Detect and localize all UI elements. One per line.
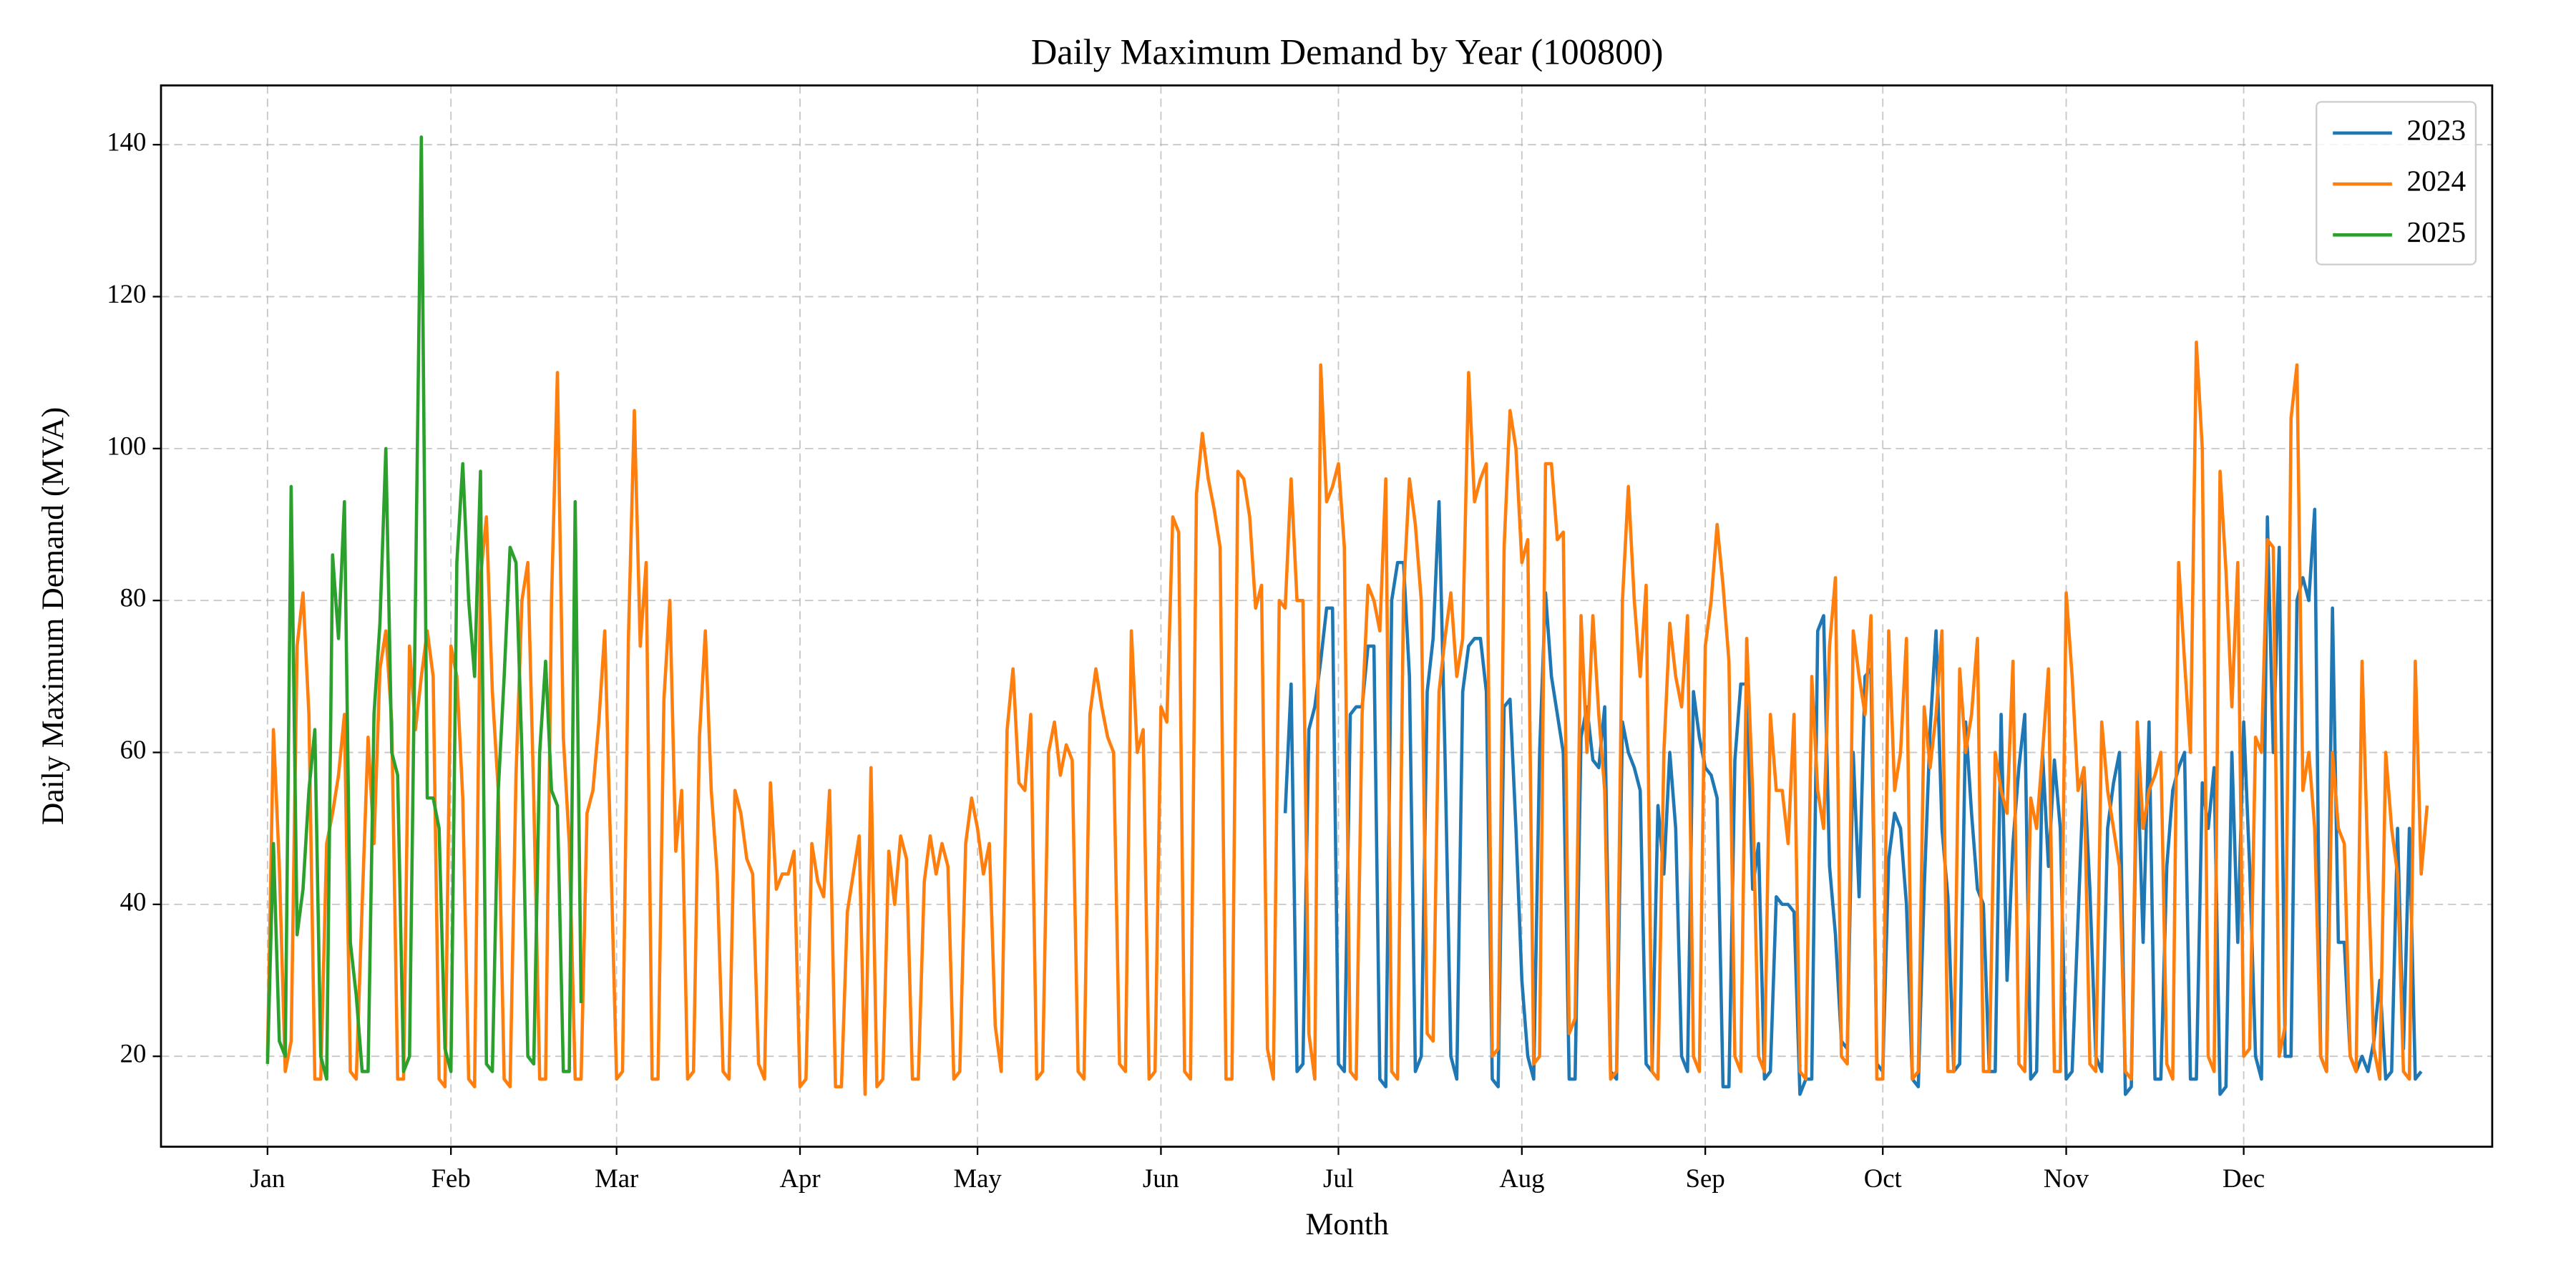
y-tick-label: 40: [120, 887, 147, 916]
plot-area: [265, 135, 2429, 1096]
y-tick-label: 120: [107, 279, 146, 308]
x-tick-label: Apr: [779, 1163, 820, 1193]
y-tick-label: 60: [120, 735, 147, 764]
y-tick-label: 100: [107, 431, 146, 460]
x-tick-label: Sep: [1686, 1163, 1725, 1193]
x-tick-label: May: [953, 1163, 1002, 1193]
series-line: [1283, 499, 2423, 1096]
ticks: 20 40 60 80 100 120 140 Jan Feb Mar Apr May Jun Jul Au…: [107, 127, 2265, 1194]
y-tick-label: 80: [120, 583, 147, 613]
y-axis-label: Daily Maximum Demand (MVA): [36, 407, 70, 825]
x-tick-label: Mar: [595, 1163, 638, 1193]
y-tick-label: 20: [120, 1039, 147, 1068]
legend-label: 2024: [2407, 165, 2467, 197]
grid: [161, 85, 2492, 1147]
legend: 2023 2024 2025: [2316, 101, 2477, 265]
legend-box: [2316, 101, 2477, 265]
series-line: [265, 340, 2429, 1096]
legend-label: 2025: [2407, 215, 2467, 248]
axes-frame: [160, 84, 2494, 1148]
series-line: [265, 135, 583, 1081]
x-tick-label: Jul: [1323, 1163, 1354, 1193]
y-tick-label: 140: [107, 127, 146, 157]
x-tick-label: Jun: [1143, 1163, 1179, 1193]
x-tick-label: Dec: [2223, 1163, 2265, 1193]
x-tick-label: Oct: [1864, 1163, 1902, 1193]
x-tick-label: Jan: [250, 1163, 285, 1193]
chart-title: Daily Maximum Demand by Year (100800): [1031, 32, 1664, 72]
legend-label: 2023: [2407, 113, 2467, 146]
x-tick-label: Aug: [1499, 1163, 1544, 1193]
x-axis-label: Month: [1305, 1207, 1389, 1241]
x-tick-label: Feb: [431, 1163, 471, 1193]
x-tick-label: Nov: [2044, 1163, 2089, 1193]
